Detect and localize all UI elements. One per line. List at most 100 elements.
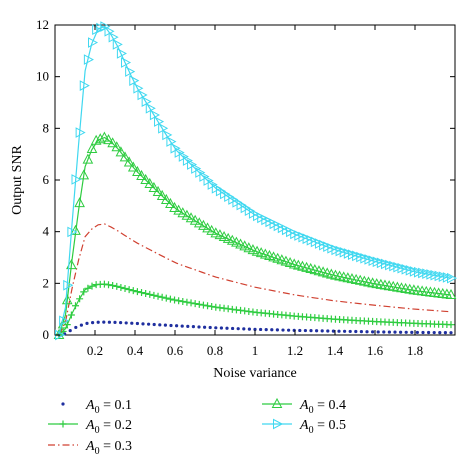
data-point xyxy=(187,299,195,307)
data-point xyxy=(59,420,67,428)
data-point xyxy=(79,80,90,91)
data-point xyxy=(88,282,96,290)
data-point xyxy=(348,329,352,334)
data-point xyxy=(275,328,279,332)
y-tick-label: 2 xyxy=(43,275,50,290)
data-point xyxy=(171,296,179,304)
data-point xyxy=(206,224,218,235)
data-point xyxy=(121,57,132,68)
data-point xyxy=(57,318,69,329)
data-point xyxy=(445,288,457,299)
legend-item: A0 = 0.1 xyxy=(61,398,132,416)
data-point xyxy=(129,287,137,295)
data-point xyxy=(354,329,358,334)
legend-label: A0 = 0.3 xyxy=(85,439,132,457)
data-point xyxy=(195,300,203,308)
data-point xyxy=(83,54,94,65)
y-tick-label: 10 xyxy=(36,69,49,84)
data-point xyxy=(90,134,102,145)
data-point xyxy=(63,279,74,291)
data-point xyxy=(415,330,419,335)
data-point xyxy=(359,330,363,334)
data-point xyxy=(421,330,425,335)
x-tick-label: 0.6 xyxy=(167,343,184,358)
legend-item: A0 = 0.3 xyxy=(48,439,132,457)
data-point xyxy=(189,214,201,225)
data-point xyxy=(214,229,226,240)
x-tick-label: 1.2 xyxy=(287,343,303,358)
data-point xyxy=(142,289,150,297)
data-point xyxy=(121,285,129,293)
data-point xyxy=(239,240,251,251)
series-line xyxy=(58,25,452,336)
data-point xyxy=(181,209,193,220)
data-point xyxy=(410,330,414,334)
data-point xyxy=(273,418,284,430)
data-point xyxy=(150,291,158,299)
data-point xyxy=(71,174,82,185)
data-point xyxy=(191,325,195,329)
y-tick-label: 0 xyxy=(43,327,50,342)
data-point xyxy=(140,173,151,184)
data-point xyxy=(169,201,180,212)
data-point xyxy=(119,321,123,325)
data-point xyxy=(197,325,201,329)
data-point xyxy=(132,165,143,176)
legend-label: A0 = 0.5 xyxy=(299,418,346,436)
series-a0-0-2 xyxy=(55,280,455,339)
data-point xyxy=(75,127,86,138)
data-point xyxy=(427,330,431,335)
data-point xyxy=(320,329,324,333)
data-point xyxy=(432,330,436,335)
data-point xyxy=(214,326,218,330)
data-point xyxy=(447,272,458,284)
data-point xyxy=(152,322,156,327)
data-point xyxy=(225,326,229,330)
data-point xyxy=(193,217,205,228)
data-point xyxy=(399,330,403,334)
data-point xyxy=(138,289,146,297)
x-tick-label: 0.4 xyxy=(127,343,144,358)
data-point xyxy=(86,142,98,153)
data-point xyxy=(264,328,268,332)
series-a0-0-5 xyxy=(55,21,458,341)
series-line xyxy=(58,283,452,336)
data-point xyxy=(94,133,106,144)
data-point xyxy=(393,330,397,334)
data-point xyxy=(175,324,179,328)
data-point xyxy=(271,397,283,408)
legend-label: A0 = 0.1 xyxy=(85,398,132,416)
data-point xyxy=(78,169,90,180)
data-point xyxy=(117,283,125,291)
data-point xyxy=(180,324,184,328)
data-point xyxy=(326,329,330,333)
data-point xyxy=(136,169,147,180)
data-point xyxy=(343,329,347,333)
x-tick-label: 0.8 xyxy=(207,343,223,358)
data-point xyxy=(152,185,164,196)
data-point xyxy=(253,327,257,331)
data-point xyxy=(74,197,85,208)
data-point xyxy=(219,326,223,330)
x-tick-label: 1.8 xyxy=(407,343,423,358)
data-point xyxy=(210,227,222,238)
data-point xyxy=(59,315,70,327)
data-point xyxy=(365,330,369,334)
data-point xyxy=(135,321,139,326)
data-point xyxy=(315,329,319,333)
data-point xyxy=(113,282,121,290)
data-point xyxy=(231,326,235,331)
data-point xyxy=(447,321,455,329)
data-point xyxy=(449,331,453,335)
data-point xyxy=(183,298,191,306)
data-point xyxy=(91,321,95,325)
data-point xyxy=(309,329,313,333)
legend-item: A0 = 0.4 xyxy=(262,397,346,416)
data-point xyxy=(107,137,118,148)
data-point xyxy=(84,284,92,292)
data-point xyxy=(82,153,94,164)
series-a0-0-4 xyxy=(53,131,457,339)
x-tick-label: 1.4 xyxy=(327,343,344,358)
data-point xyxy=(231,236,242,247)
